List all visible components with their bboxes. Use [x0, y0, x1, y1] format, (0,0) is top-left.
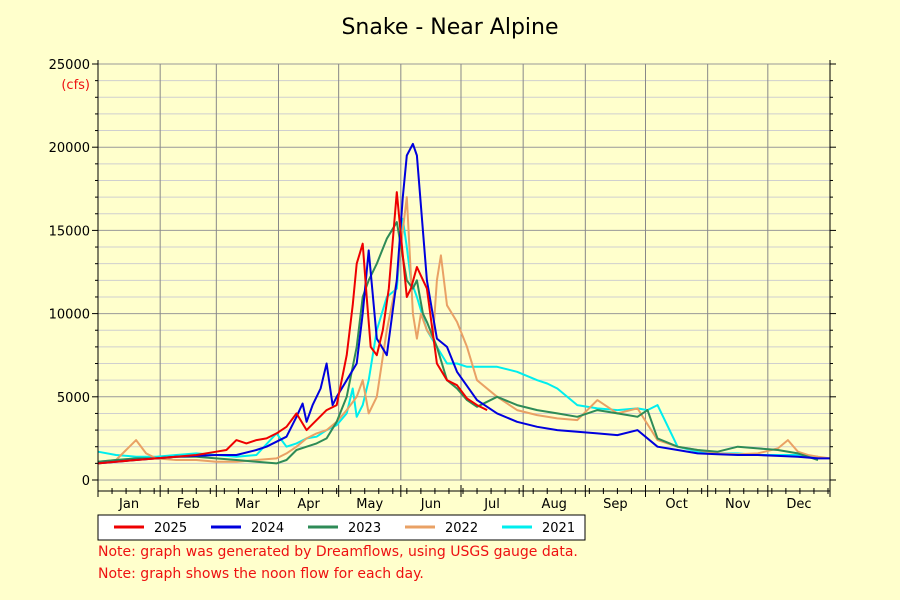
x-tick-label: Jun — [420, 497, 441, 512]
x-tick-label: Jul — [483, 497, 500, 512]
x-tick-label: Oct — [665, 497, 687, 512]
x-tick-label: Jan — [118, 497, 139, 512]
legend-label: 2023 — [348, 521, 381, 536]
y-tick-label: 25000 — [49, 58, 90, 73]
legend-label: 2022 — [445, 521, 478, 536]
chart-title: Snake - Near Alpine — [341, 15, 558, 40]
y-tick-label: 0 — [82, 474, 90, 489]
y-tick-label: 20000 — [49, 141, 90, 156]
series-line-2025 — [97, 191, 488, 465]
legend-label: 2025 — [154, 521, 187, 536]
x-tick-label: Apr — [297, 497, 320, 512]
x-tick-label: Aug — [542, 497, 567, 512]
grid — [97, 63, 831, 481]
x-tick-label: Mar — [235, 497, 260, 512]
x-tick-label: Dec — [786, 497, 811, 512]
x-tick-label: Feb — [177, 497, 200, 512]
series-lines — [97, 142, 831, 465]
legend: 2025 2024 2023 2022 2021 — [97, 514, 586, 541]
series-line-2024 — [97, 142, 830, 465]
note-source: Note: graph was generated by Dreamflows,… — [98, 544, 578, 560]
axes: 0 5000 10000 15000 20000 25000 Jan Feb Mar Apr May… — [49, 58, 836, 512]
y-tick-label: 15000 — [49, 224, 90, 239]
x-tick-label: Nov — [725, 497, 751, 512]
legend-label: 2024 — [251, 521, 284, 536]
y-tick-label: 10000 — [49, 308, 90, 323]
legend-label: 2021 — [542, 521, 575, 536]
y-tick-label: 5000 — [57, 391, 90, 406]
plot-area — [98, 64, 830, 480]
y-axis-unit-label: (cfs) — [61, 78, 90, 93]
note-noon-flow: Note: graph shows the noon flow for each… — [98, 566, 424, 582]
series-line-2023 — [97, 221, 819, 465]
x-tick-label: May — [356, 497, 383, 512]
x-tick-label: Sep — [603, 497, 628, 512]
